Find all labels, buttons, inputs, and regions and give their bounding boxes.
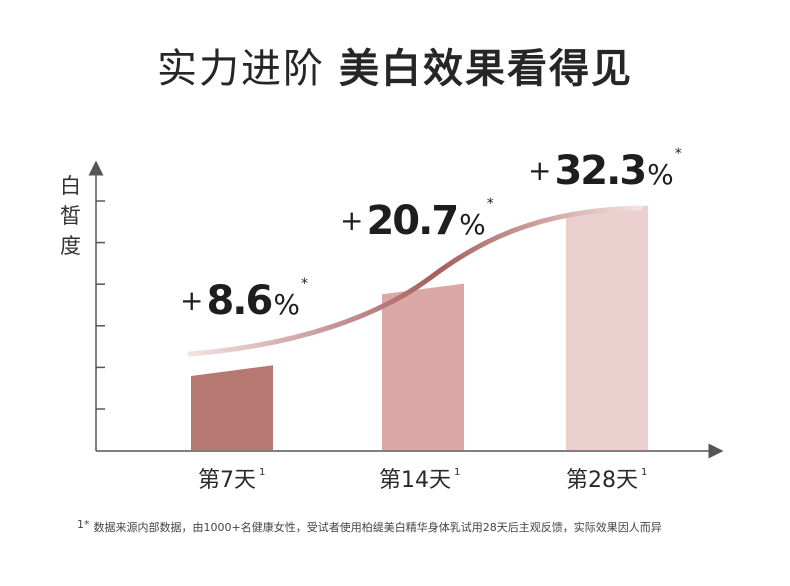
x-tick-superscript: 1 [259, 467, 266, 478]
x-tick-text: 第28天 [566, 468, 638, 493]
axes-layer [88, 160, 724, 459]
value-label-prefix: + [528, 154, 552, 187]
value-label-number: 8.6 [206, 278, 273, 324]
y-axis-label-char-2: 皙 [60, 204, 81, 228]
bar-1 [191, 365, 273, 450]
footnote-mark: 1* [77, 518, 90, 531]
value-label-suffix: % [273, 288, 300, 321]
x-tick-label-1: 第7天 1 [198, 462, 265, 494]
value-label-2: +20.7%* [340, 196, 494, 244]
value-label-suffix: % [459, 208, 486, 241]
x-tick-text: 第7天 [198, 468, 256, 493]
bar-2 [382, 283, 464, 450]
value-label-number: 20.7 [366, 198, 459, 244]
bar-3 [566, 205, 648, 450]
value-label-suffix: % [647, 158, 674, 191]
footnote-text: 数据来源内部数据，由1000+名健康女性，受试者使用柏缇美白精华身体乳试用28天… [93, 521, 662, 534]
title-part-a: 实力进阶 [157, 46, 325, 92]
y-axis-label-char-3: 度 [60, 234, 81, 258]
value-label-mark: * [674, 146, 682, 162]
x-tick-superscript: 1 [454, 467, 461, 478]
value-label-mark: * [486, 196, 494, 212]
x-tick-superscript: 1 [641, 467, 648, 478]
value-label-prefix: + [180, 284, 204, 317]
x-tick-label-2: 第14天 1 [379, 462, 460, 494]
value-label-1: +8.6%* [180, 276, 308, 324]
page-title: 实力进阶 美白效果看得见 [0, 36, 790, 94]
value-label-prefix: + [340, 204, 364, 237]
x-tick-label-3: 第28天 1 [566, 462, 647, 494]
title-part-b: 美白效果看得见 [339, 46, 633, 92]
footnote: 1* 数据来源内部数据，由1000+名健康女性，受试者使用柏缇美白精华身体乳试用2… [77, 518, 662, 535]
value-label-3: +32.3%* [528, 146, 682, 194]
y-axis-label-char-1: 白 [60, 174, 81, 198]
value-label-number: 32.3 [554, 148, 647, 194]
x-tick-text: 第14天 [379, 468, 451, 493]
bars-layer [191, 205, 648, 450]
value-label-mark: * [300, 276, 308, 292]
trend-curve [187, 205, 643, 357]
